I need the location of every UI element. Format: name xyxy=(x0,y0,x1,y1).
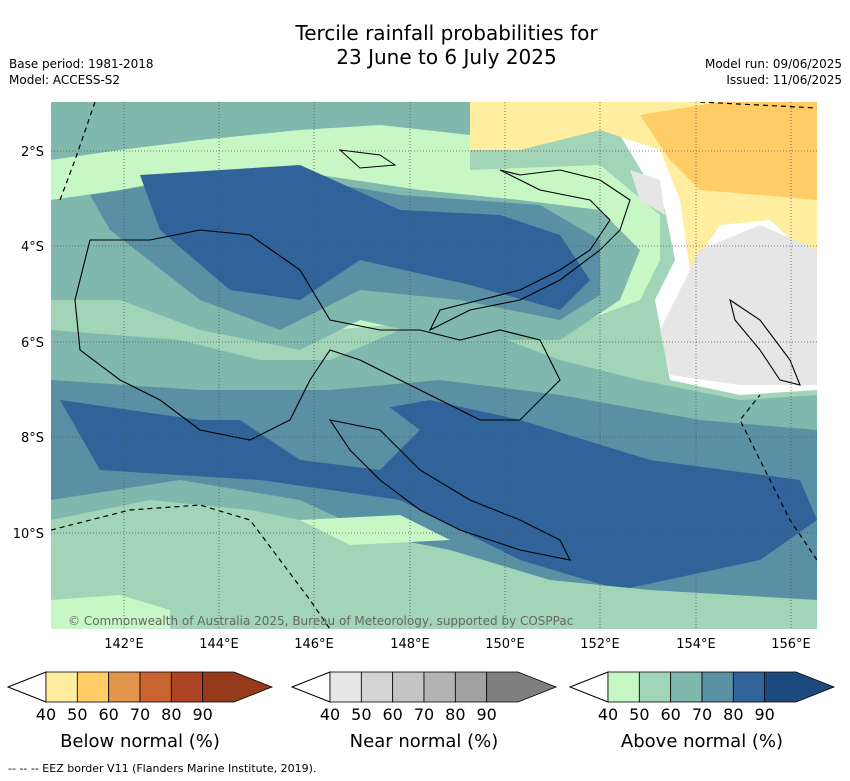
colorbar-tick: 70 xyxy=(692,705,712,724)
colorbar-tick: 80 xyxy=(161,705,181,724)
graticule xyxy=(51,102,817,629)
colorbar-swatch xyxy=(329,671,362,703)
lon-label: 146°E xyxy=(294,637,334,652)
model-name: Model: ACCESS-S2 xyxy=(9,73,121,87)
lat-label: 4°S xyxy=(21,240,44,255)
colorbar-extend-left xyxy=(568,671,609,703)
colorbar-tick: 60 xyxy=(382,705,402,724)
lat-label: 10°S xyxy=(13,527,44,542)
colorbar-swatch xyxy=(423,671,456,703)
issued-date: Issued: 11/06/2025 xyxy=(726,73,842,87)
colorbar-swatch xyxy=(638,671,672,703)
colorbar-extend-left xyxy=(6,671,47,703)
base-period: Base period: 1981-2018 xyxy=(9,57,154,71)
colorbar-label: Near normal (%) xyxy=(350,731,499,752)
title-line-1: Tercile rainfall probabilities for xyxy=(295,21,598,45)
lon-label: 152°E xyxy=(580,637,620,652)
colorbar-swatch xyxy=(607,671,640,703)
colorbar-tick: 80 xyxy=(723,705,743,724)
lon-label: 142°E xyxy=(104,637,144,652)
colorbar-swatch xyxy=(732,671,766,703)
lat-label: 2°S xyxy=(21,145,44,160)
colorbar-label: Below normal (%) xyxy=(60,731,220,752)
lon-label: 144°E xyxy=(199,637,239,652)
colorbar-tick: 50 xyxy=(629,705,649,724)
colorbar-tick: 40 xyxy=(36,705,56,724)
copyright-text: © Commonwealth of Australia 2025, Bureau… xyxy=(68,614,573,628)
colorbar-tick: 60 xyxy=(660,705,680,724)
colorbar-swatch xyxy=(45,671,78,703)
colorbar-tick: 90 xyxy=(476,705,496,724)
colorbar-tick: 80 xyxy=(445,705,465,724)
lat-label: 6°S xyxy=(21,336,44,351)
colorbar-extend-left xyxy=(290,671,331,703)
lat-label: 8°S xyxy=(21,431,44,446)
colorbar-tick: 50 xyxy=(67,705,87,724)
title-line-2: 23 June to 6 July 2025 xyxy=(336,45,557,69)
colorbar-swatch xyxy=(392,671,425,703)
colorbar-swatch xyxy=(454,671,488,703)
lon-label: 148°E xyxy=(390,637,430,652)
colorbar-swatch xyxy=(139,671,172,703)
colorbar-tick: 70 xyxy=(130,705,150,724)
colorbar-swatch xyxy=(764,671,836,703)
eez-footnote: -- -- -- EEZ border V11 (Flanders Marine… xyxy=(8,762,317,775)
colorbar-label: Above normal (%) xyxy=(621,731,783,752)
colorbar-tick: 50 xyxy=(351,705,371,724)
probability-field: © Commonwealth of Australia 2025, Bureau… xyxy=(51,102,817,629)
colorbar-swatch xyxy=(170,671,204,703)
colorbar-swatch xyxy=(670,671,703,703)
colorbar-swatch xyxy=(486,671,558,703)
colorbar-swatch xyxy=(701,671,734,703)
colorbar-swatch xyxy=(202,671,274,703)
colorbar-tick: 40 xyxy=(320,705,340,724)
lon-label: 154°E xyxy=(676,637,716,652)
colorbar-tick: 90 xyxy=(754,705,774,724)
colorbar-tick: 60 xyxy=(98,705,118,724)
lon-label: 150°E xyxy=(485,637,525,652)
colorbar-tick: 90 xyxy=(192,705,212,724)
colorbar-swatch xyxy=(76,671,110,703)
colorbar-tick: 70 xyxy=(414,705,434,724)
colorbar-swatch xyxy=(108,671,141,703)
colorbar-swatch xyxy=(360,671,394,703)
lon-label: 156°E xyxy=(771,637,811,652)
model-run: Model run: 09/06/2025 xyxy=(704,57,842,71)
colorbar-tick: 40 xyxy=(598,705,618,724)
